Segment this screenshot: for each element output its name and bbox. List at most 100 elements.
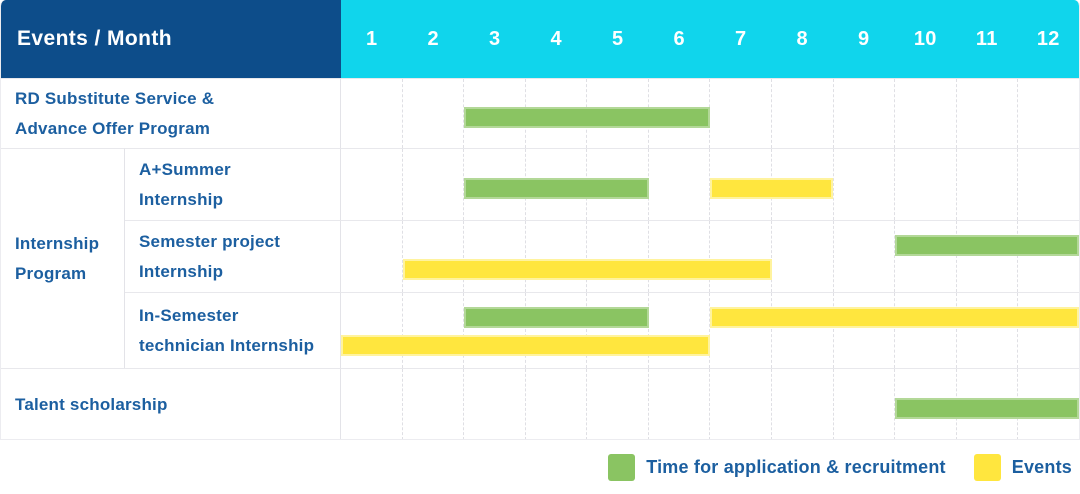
month-slot [647,369,710,439]
month-slot [524,293,587,368]
month-slot [1017,293,1079,368]
gantt-bar-application [464,307,649,328]
month-slot [586,293,648,368]
row-chart [341,78,1079,148]
month-slot [894,149,956,220]
month-slot [341,293,402,368]
gantt-table: Events / Month 1 2 3 4 5 6 7 8 9 10 11 12 RD Substit… [0,0,1080,440]
month-slot [894,221,956,292]
month-header-12: 12 [1017,0,1079,78]
row-chart [341,368,1079,439]
month-header-5: 5 [587,0,649,78]
month-slot [647,149,710,220]
month-slot [709,293,771,368]
header-title-cell: Events / Month [1,0,341,78]
gantt-bar-event [341,335,710,356]
month-slot [832,149,895,220]
month-slot [647,221,710,292]
row-chart [341,292,1079,368]
month-slot [586,221,648,292]
row-label-line: RD Substitute Service & [15,88,215,108]
row-chart [341,148,1079,220]
month-slot [463,221,525,292]
month-header-1: 1 [341,0,403,78]
month-slot [401,149,464,220]
row-group-label: Internship Program [1,148,125,368]
month-header-7: 7 [710,0,772,78]
gantt-bar-application [464,106,710,128]
month-slot [341,221,402,292]
legend-label-application: Time for application & recruitment [646,456,946,477]
month-slot [647,293,710,368]
month-header-10: 10 [894,0,956,78]
row-chart [341,220,1079,292]
month-slot [832,369,895,439]
month-slot [401,221,464,292]
events-swatch-icon [973,453,1001,481]
month-slot [709,149,771,220]
month-slot [1017,149,1079,220]
month-slot [832,221,895,292]
month-slot [341,369,402,439]
group-label-line: Internship [15,233,100,253]
month-slot [832,79,895,148]
gantt-bar-application [464,177,649,199]
legend-item-events: Events [973,453,1072,481]
row-label-line: Semester project [139,231,281,251]
legend-item-application: Time for application & recruitment [608,453,946,481]
month-header-11: 11 [956,0,1018,78]
month-slot [463,149,525,220]
gantt-bar-event [402,259,772,280]
month-slot [401,293,464,368]
row-label: RD Substitute Service & Advance Offer Pro… [1,78,341,148]
legend: Time for application & recruitment Event… [0,440,1080,494]
month-header-6: 6 [648,0,710,78]
month-slot [771,79,833,148]
row-label-line: Internship [139,189,224,209]
month-slot [463,369,525,439]
month-slot [341,149,402,220]
month-slot [955,79,1018,148]
month-slot [894,293,956,368]
month-header-3: 3 [464,0,526,78]
month-header-8: 8 [771,0,833,78]
group-label-line: Program [15,263,87,283]
row-label-line: technician Internship [139,335,315,355]
month-slot [709,221,771,292]
row-label: In-Semester technician Internship [125,292,341,368]
month-slot [955,221,1018,292]
month-slot [401,79,464,148]
row-label: Talent scholarship [1,368,341,439]
month-slot [1017,79,1079,148]
month-slot [463,79,525,148]
month-header-9: 9 [833,0,895,78]
month-slot [955,293,1018,368]
month-slot [341,79,402,148]
month-slot [771,369,833,439]
month-slot [955,149,1018,220]
month-slot [771,221,833,292]
row-label-line: Advance Offer Program [15,118,211,138]
month-header-4: 4 [525,0,587,78]
month-slot [709,79,771,148]
gantt-bar-application [894,397,1079,419]
month-slot [771,293,833,368]
month-slot [401,369,464,439]
month-slot [832,293,895,368]
gantt-bar-event [710,307,1079,328]
application-swatch-icon [608,453,636,481]
row-label-line: A+Summer [139,159,231,179]
header-title: Events / Month [17,27,172,50]
row-label: Semester project Internship [125,220,341,292]
row-label-line: In-Semester [139,305,239,325]
legend-label-events: Events [1011,456,1072,477]
month-header-2: 2 [402,0,464,78]
month-slot [463,293,525,368]
row-label-line: Internship [139,261,224,281]
month-slot [524,221,587,292]
month-slot [1017,221,1079,292]
gantt-bar-event [710,177,833,199]
month-slot [586,369,648,439]
month-slot [894,79,956,148]
